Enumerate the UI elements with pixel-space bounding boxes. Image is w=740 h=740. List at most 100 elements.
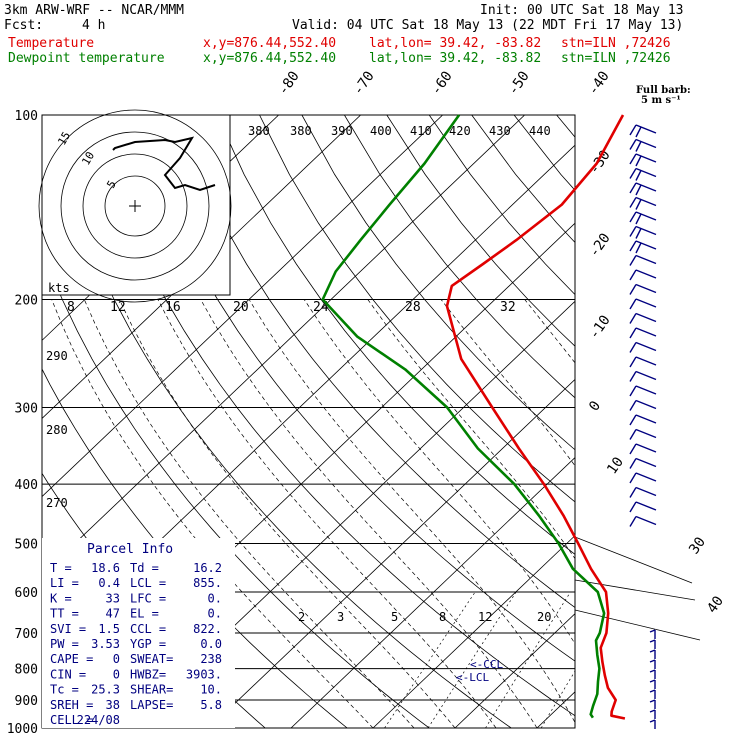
parcel-info-cell: 0.4 bbox=[98, 576, 120, 590]
dry-adiabat-line bbox=[89, 115, 575, 717]
theta-label: 380 bbox=[290, 124, 312, 138]
wind-barb bbox=[629, 153, 657, 167]
theta-low-label: 290 bbox=[46, 349, 68, 363]
forecast-hours: 4 h bbox=[82, 18, 106, 33]
parcel-info-cell: 1.5 bbox=[98, 622, 120, 636]
dry-adiabat-line bbox=[216, 115, 575, 555]
parcel-info-cell: YGP = bbox=[130, 637, 166, 651]
parcel-info-cell: 822. bbox=[193, 622, 222, 636]
parcel-info-cell: T = bbox=[50, 561, 72, 575]
isotherm-label: -40 bbox=[585, 68, 613, 98]
hodograph-ring-label: 10 bbox=[79, 150, 97, 168]
forecast-label: Fcst: bbox=[4, 18, 44, 33]
parcel-info-cell: CAPE = bbox=[50, 652, 93, 666]
mixing-ratio-label: 20 bbox=[537, 610, 551, 624]
moist-adiabat-line bbox=[248, 299, 575, 724]
mixing-ratio-line bbox=[658, 592, 733, 728]
wind-barb bbox=[629, 457, 657, 469]
pressure-tick-label: 300 bbox=[15, 401, 38, 416]
hodograph-kts-label: kts bbox=[48, 281, 70, 295]
theta-label: 420 bbox=[449, 124, 471, 138]
dry-adiabat-line bbox=[642, 115, 740, 728]
theta-label: 410 bbox=[410, 124, 432, 138]
parcel-info-cell: 18.6 bbox=[91, 561, 120, 575]
isotherm-line bbox=[372, 535, 575, 728]
moist-adiabat-line bbox=[367, 299, 575, 560]
mixing-ratio-label: 12 bbox=[110, 300, 126, 315]
dry-adiabat-line bbox=[344, 115, 575, 399]
extension-line bbox=[574, 609, 701, 641]
wind-barb bbox=[629, 283, 657, 295]
parcel-info-cell: 3.53 bbox=[91, 637, 120, 651]
parcel-info-box: Parcel Info T = 18.6 Td = 16.2 LI = 0.4 LCL = 8… bbox=[42, 538, 235, 728]
hodograph-ring bbox=[60, 131, 210, 281]
parcel-info-cell: 25.3 bbox=[91, 683, 120, 697]
wind-barb bbox=[629, 211, 657, 225]
isotherm-label: 10 bbox=[604, 454, 627, 477]
wind-barb bbox=[649, 649, 656, 659]
wind-barb bbox=[629, 341, 657, 353]
mixing-ratio-label: 5 bbox=[391, 610, 398, 624]
parcel-info-cell: LAPSE= bbox=[130, 698, 173, 712]
moist-adiabat-line bbox=[617, 300, 740, 729]
mixing-ratio-label: 24 bbox=[313, 300, 329, 315]
wind-barb bbox=[629, 472, 657, 484]
mixing-ratio-line bbox=[485, 591, 571, 728]
isotherm-line bbox=[290, 456, 575, 728]
theta-label: 430 bbox=[489, 124, 511, 138]
pressure-tick-label: 400 bbox=[15, 478, 38, 493]
parcel-info-cell: 0. bbox=[208, 591, 222, 605]
isotherm-line bbox=[42, 115, 361, 420]
parcel-info-cell: 238 bbox=[200, 652, 222, 666]
init-time: Init: 00 UTC Sat 18 May 13 bbox=[480, 3, 684, 18]
parcel-info-cell: 10. bbox=[200, 683, 222, 697]
isotherm-label: 0 bbox=[586, 398, 604, 414]
dry-adiabat-line bbox=[301, 115, 575, 451]
mixing-ratio-label: 12 bbox=[478, 610, 492, 624]
isotherm-label: -20 bbox=[586, 230, 614, 260]
parcel-info-cell: Td = bbox=[130, 561, 159, 575]
wind-barb bbox=[629, 370, 657, 382]
plot-frame bbox=[41, 114, 576, 729]
wind-barb bbox=[629, 486, 657, 498]
mixing-ratio-label: 28 bbox=[405, 300, 421, 315]
theta-label: 440 bbox=[529, 124, 551, 138]
theta-low-label: 270 bbox=[46, 496, 68, 510]
isotherm-label: -80 bbox=[275, 68, 303, 98]
mixing-ratio-label: 32 bbox=[500, 300, 516, 315]
parcel-info-title: Parcel Info bbox=[87, 542, 173, 557]
mixing-ratio-label: 2 bbox=[298, 610, 305, 624]
mixing-ratio-line bbox=[703, 592, 740, 728]
wind-barb bbox=[649, 689, 656, 699]
parcel-info-cell: EL = bbox=[130, 607, 159, 621]
barb-key-line1: Full barb: bbox=[636, 85, 691, 96]
parcel-info-cell: 224/08 bbox=[77, 713, 120, 727]
mixing-ratio-label: 3 bbox=[337, 610, 344, 624]
parcel-info-cell: LI = bbox=[50, 576, 79, 590]
parcel-info-cell: 33 bbox=[106, 591, 120, 605]
wind-barb bbox=[629, 327, 657, 339]
pressure-tick-label: 500 bbox=[15, 537, 38, 552]
dry-adiabat-line bbox=[684, 115, 740, 728]
moist-adiabat-line bbox=[157, 299, 497, 728]
parcel-info-cell: 5.8 bbox=[200, 698, 222, 712]
temperature-profile-line bbox=[445, 114, 626, 720]
wind-barb bbox=[629, 254, 657, 266]
parcel-info-cell: Tc = bbox=[50, 683, 79, 697]
wind-barb bbox=[629, 385, 657, 397]
lcl-annotation: <-LCL bbox=[456, 671, 489, 684]
hodograph-ring bbox=[82, 153, 188, 259]
model-title: 3km ARW-WRF -- NCAR/MMM bbox=[4, 3, 185, 18]
parcel-info-cell: PW = bbox=[50, 637, 79, 651]
legend-temperature-stn: stn=ILN ,72426 bbox=[561, 36, 671, 51]
theta-low-label: 280 bbox=[46, 423, 68, 437]
legend-dewpoint-name: Dewpoint temperature bbox=[8, 51, 165, 66]
parcel-info-cell: 3903. bbox=[186, 667, 222, 681]
wind-barb bbox=[629, 501, 657, 513]
dry-adiabat-line bbox=[131, 115, 575, 662]
parcel-info-cell: SHEAR= bbox=[130, 683, 173, 697]
parcel-info-cell: CIN = bbox=[50, 667, 86, 681]
wind-barb bbox=[629, 312, 657, 324]
wind-barb bbox=[649, 679, 656, 689]
